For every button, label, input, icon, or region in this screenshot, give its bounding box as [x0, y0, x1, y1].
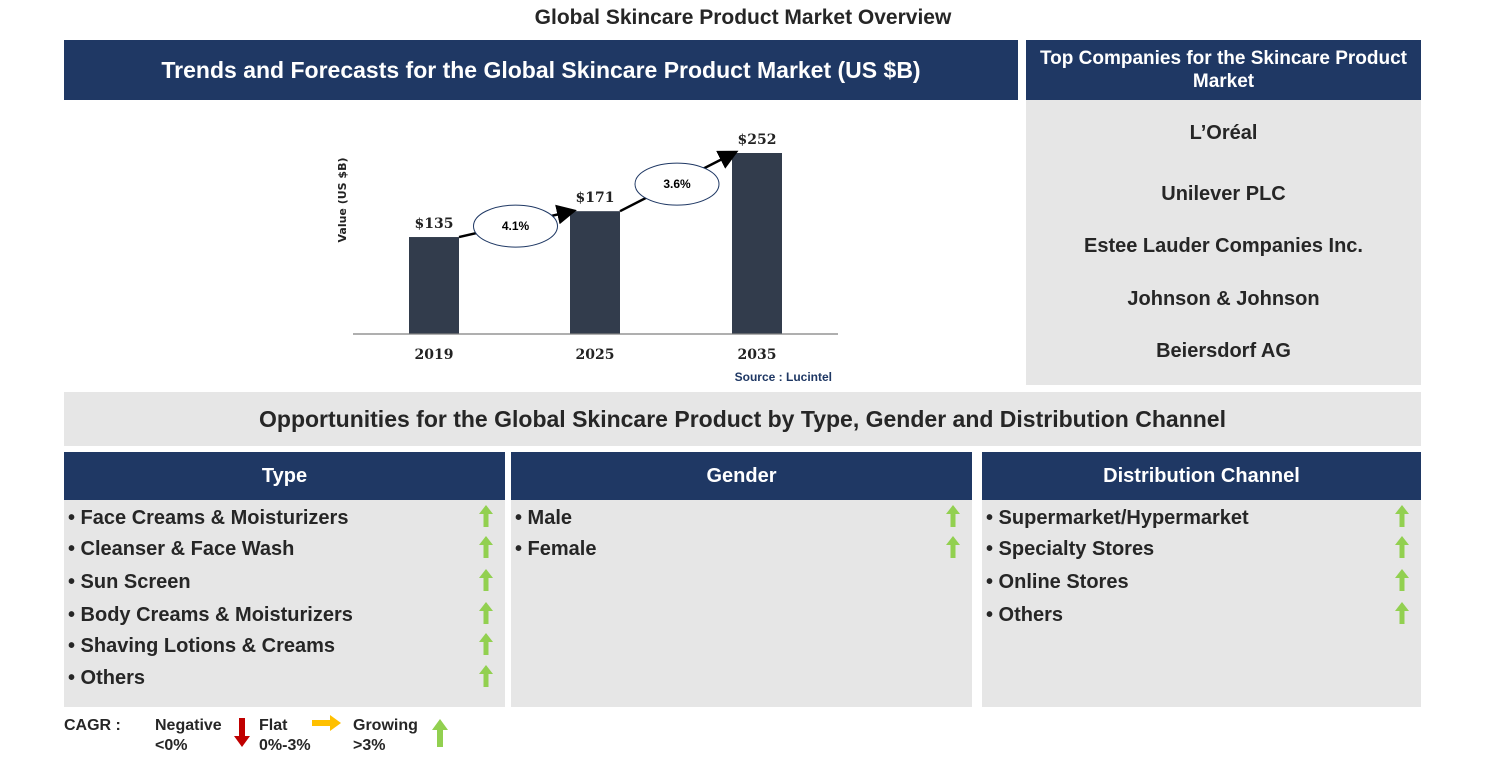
segment-item: • Online Stores: [986, 571, 1129, 593]
source-label: Source : Lucintel: [735, 370, 832, 384]
legend-label: CAGR :: [64, 717, 121, 734]
market-bar-chart: Value (US $B) $135 2019 $171 2025 $252 2035 4…: [336, 132, 838, 384]
green-up-arrow-icon: [946, 536, 960, 558]
bar-2025: [570, 211, 620, 334]
green-up-arrow-icon: [479, 536, 493, 558]
distribution-channel-list: • Supermarket/Hypermarket • Specialty Sto…: [982, 500, 1421, 707]
segment-item: • Supermarket/Hypermarket: [986, 507, 1249, 529]
page-title: Global Skincare Product Market Overview: [534, 6, 952, 29]
segment-item: • Face Creams & Moisturizers: [68, 507, 349, 529]
bar-2019: [409, 237, 459, 334]
opportunities-header: Opportunities for the Global Skincare Pr…: [64, 392, 1421, 446]
gender-header: Gender: [511, 452, 972, 500]
companies-list: L’Oréal Unilever PLC Estee Lauder Compan…: [1026, 100, 1421, 385]
green-up-arrow-icon: [432, 719, 448, 747]
x-tick-label: 2035: [738, 347, 777, 363]
company-item: Unilever PLC: [1161, 183, 1286, 205]
segment-item: • Body Creams & Moisturizers: [68, 604, 353, 626]
value-label: $252: [738, 132, 777, 148]
company-item: Estee Lauder Companies Inc.: [1084, 235, 1363, 257]
company-item: Beiersdorf AG: [1156, 340, 1291, 362]
green-up-arrow-icon: [1395, 505, 1409, 527]
legend-negative: Negative <0%: [155, 717, 222, 754]
segment-item: • Female: [515, 538, 597, 560]
company-item: L’Oréal: [1189, 122, 1258, 144]
green-up-arrow-icon: [479, 633, 493, 655]
cagr-label: 4.1%: [502, 219, 530, 233]
segment-item: • Sun Screen: [68, 571, 191, 593]
cagr-label: 3.6%: [663, 177, 691, 191]
green-up-arrow-icon: [479, 505, 493, 527]
segment-item: • Others: [68, 667, 146, 689]
legend-growing: Growing >3%: [353, 717, 418, 754]
green-up-arrow-icon: [1395, 569, 1409, 591]
cagr-bubble: [634, 162, 720, 206]
distribution-channel-header: Distribution Channel: [982, 452, 1421, 500]
cagr-bubble: [473, 204, 558, 248]
green-up-arrow-icon: [1395, 536, 1409, 558]
legend-flat: Flat 0%-3%: [259, 717, 311, 754]
green-up-arrow-icon: [479, 665, 493, 687]
type-header: Type: [64, 452, 505, 500]
value-label: $135: [415, 216, 454, 232]
red-down-arrow-icon: [234, 718, 250, 747]
gender-list: • Male • Female: [511, 500, 972, 707]
segment-item: • Male: [515, 507, 573, 529]
yellow-right-arrow-icon: [312, 715, 341, 731]
companies-header: Top Companies for the Skincare Product M…: [1026, 40, 1421, 100]
type-list: • Face Creams & Moisturizers • Cleanser &…: [64, 500, 505, 707]
segment-item: • Shaving Lotions & Creams: [68, 635, 336, 657]
bar-2035: [732, 153, 782, 334]
green-up-arrow-icon: [1395, 602, 1409, 624]
x-tick-label: 2025: [576, 347, 615, 363]
x-tick-label: 2019: [415, 347, 454, 363]
y-axis-label: Value (US $B): [336, 157, 349, 242]
segment-item: • Cleanser & Face Wash: [68, 538, 295, 560]
company-item: Johnson & Johnson: [1127, 288, 1320, 310]
segment-item: • Specialty Stores: [986, 538, 1155, 560]
value-label: $171: [576, 190, 615, 206]
segment-item: • Others: [986, 604, 1064, 626]
green-up-arrow-icon: [479, 569, 493, 591]
chart-header: Trends and Forecasts for the Global Skin…: [64, 40, 1018, 100]
green-up-arrow-icon: [946, 505, 960, 527]
green-up-arrow-icon: [479, 602, 493, 624]
